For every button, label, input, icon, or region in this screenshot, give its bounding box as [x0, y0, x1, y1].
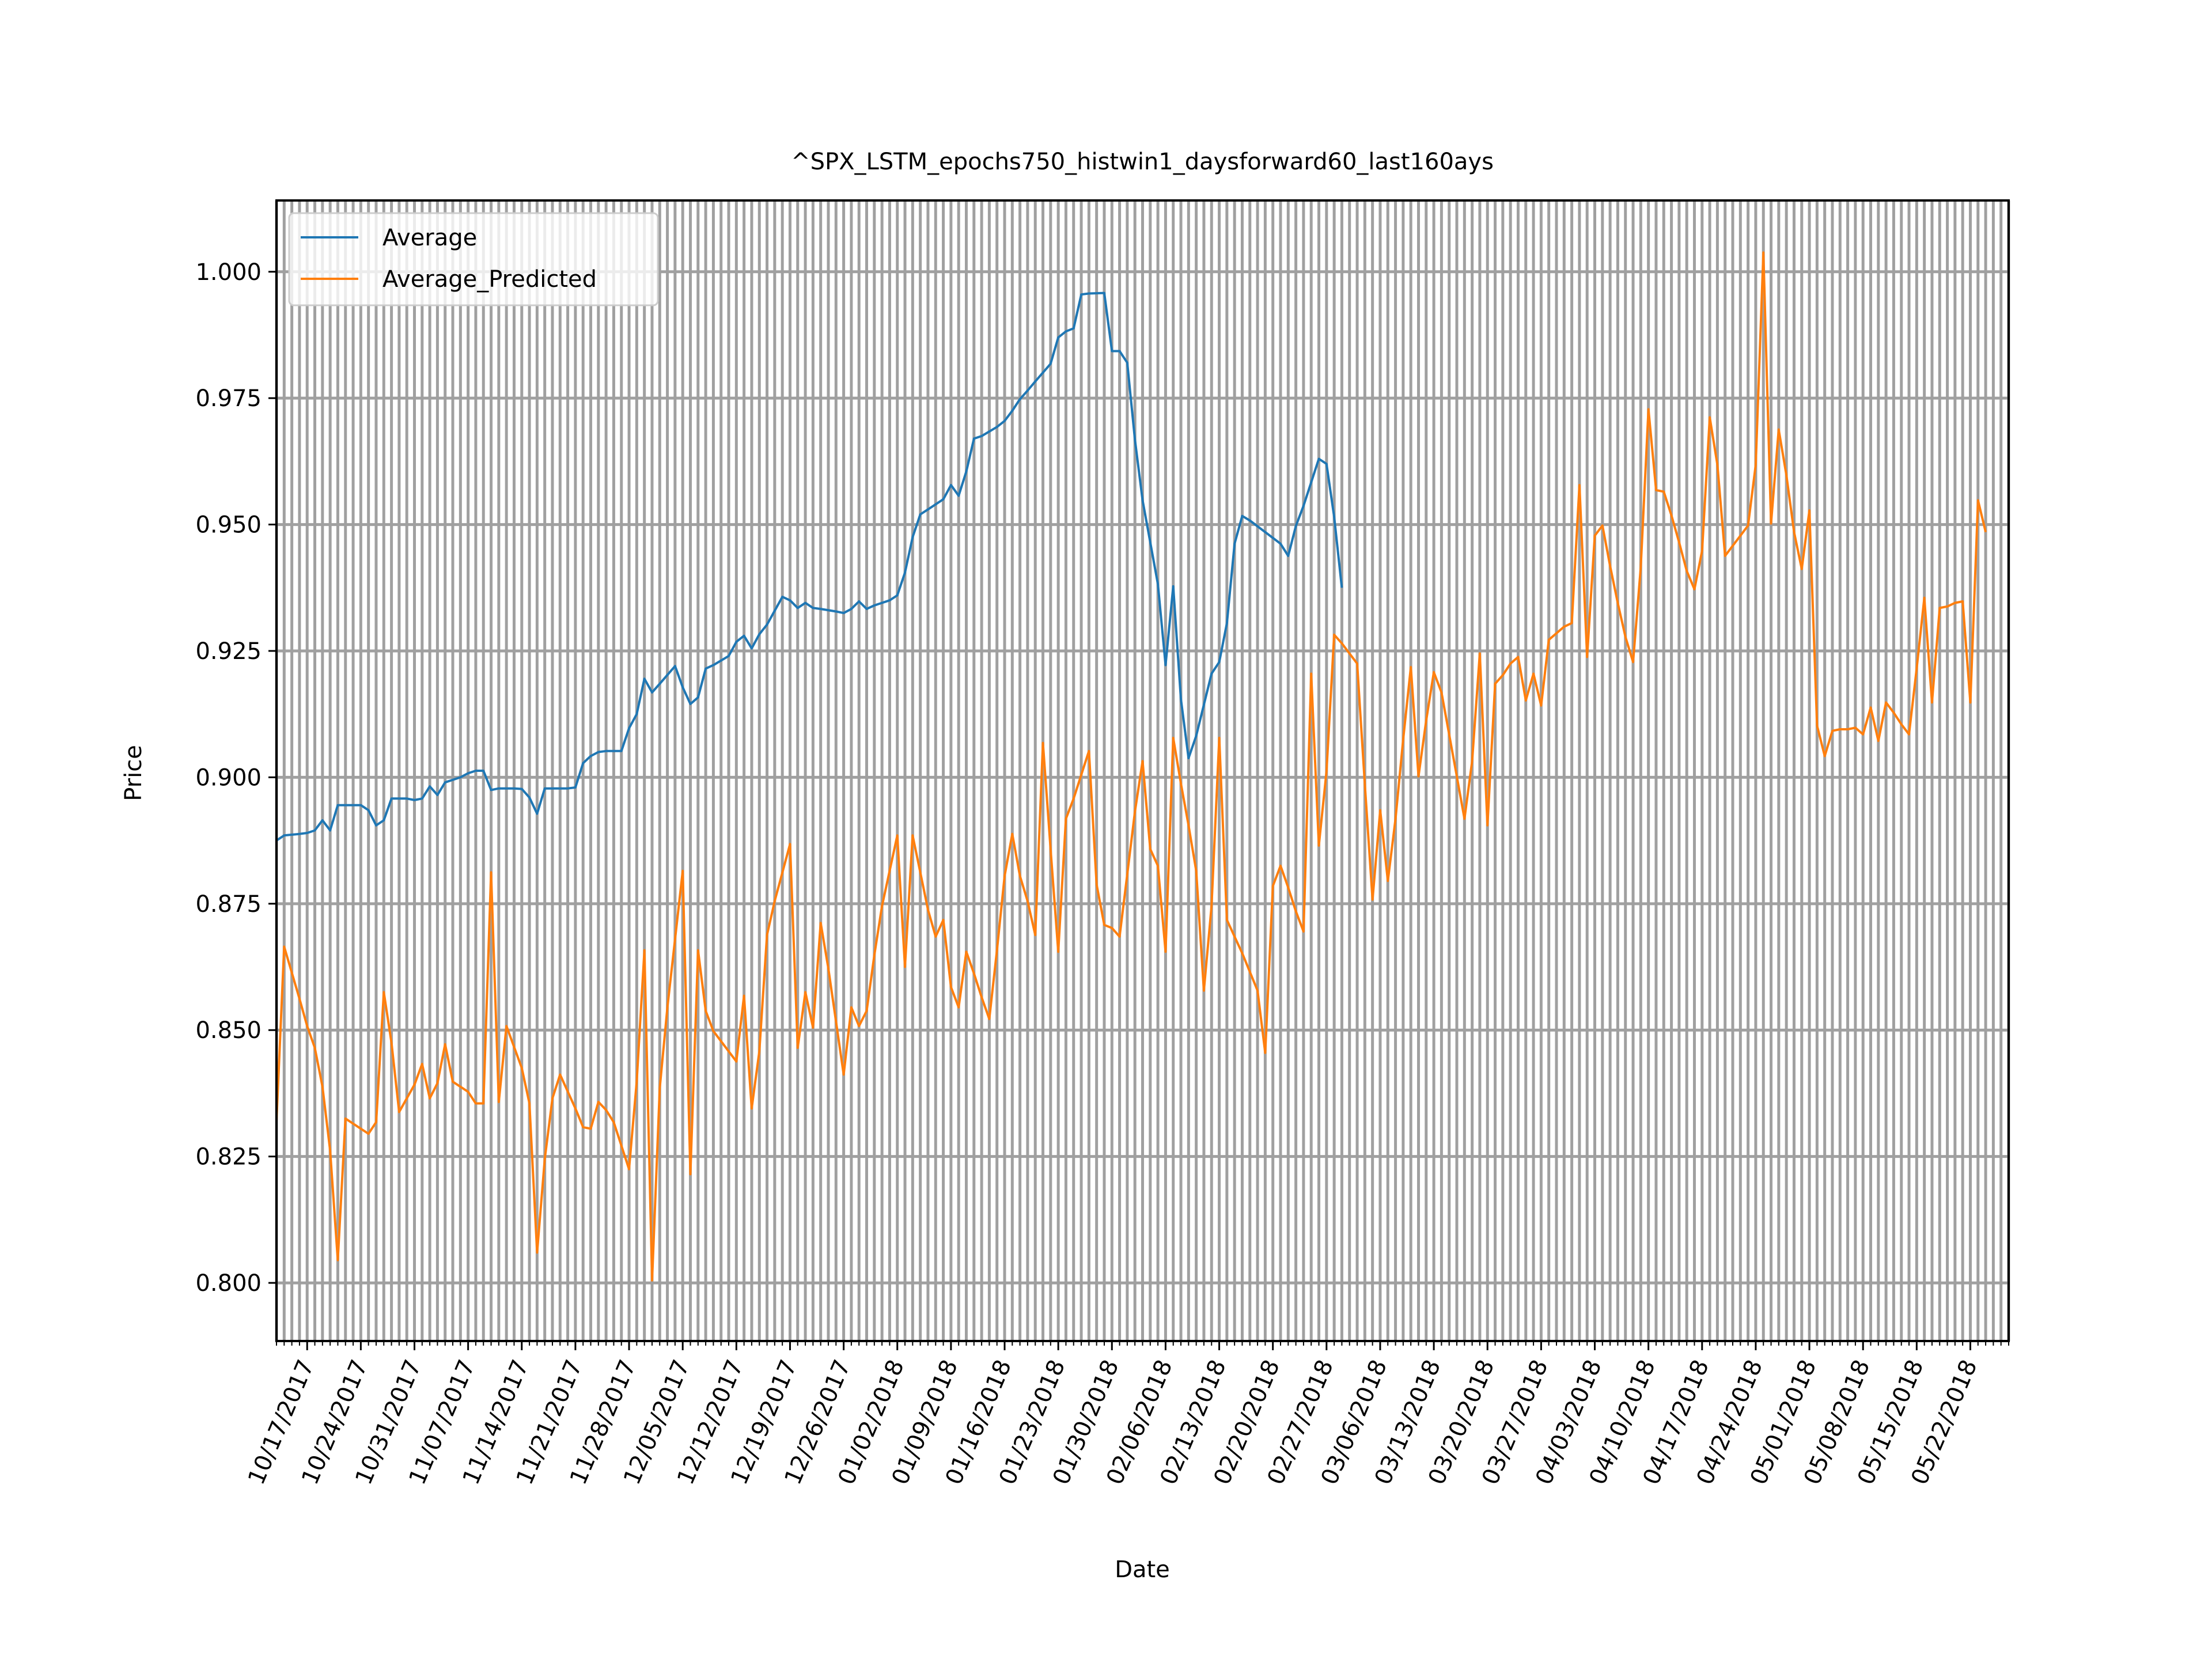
y-tick-label: 0.825 — [195, 1144, 262, 1171]
y-tick-label: 0.850 — [195, 1017, 262, 1044]
y-tick-label: 0.900 — [195, 764, 262, 791]
legend-label-average: Average — [382, 225, 477, 251]
y-tick-label: 0.950 — [195, 512, 262, 539]
y-gridlines — [276, 270, 2009, 1285]
legend-item-average: Average — [301, 225, 477, 251]
series-line-0 — [275, 291, 1343, 842]
y-tick-label: 0.800 — [195, 1270, 262, 1297]
series-layer — [275, 251, 1987, 1282]
y-tick-label: 0.975 — [195, 385, 262, 412]
y-tick-label: 1.000 — [195, 259, 262, 286]
y-ticks: 0.800 0.825 0.850 0.875 0.900 0.925 0.950 0.975… — [195, 259, 276, 1297]
y-axis-label: Price — [120, 745, 147, 801]
series-line-1 — [275, 251, 1987, 1282]
legend-box — [288, 212, 659, 306]
legend-item-average-predicted: Average_Predicted — [301, 266, 597, 293]
legend: Average Average_Predicted — [288, 212, 659, 306]
plot-area — [275, 199, 2010, 1342]
chart-title: ^SPX_LSTM_epochs750_histwin1_daysforward… — [791, 149, 1494, 175]
y-tick-label: 0.925 — [195, 638, 262, 665]
y-axis: 0.800 0.825 0.850 0.875 0.900 0.925 0.950 0.975… — [195, 259, 276, 1297]
legend-label-average-predicted: Average_Predicted — [382, 266, 597, 293]
y-tick-label: 0.875 — [195, 891, 262, 918]
x-axis-label: Date — [1115, 1556, 1170, 1583]
